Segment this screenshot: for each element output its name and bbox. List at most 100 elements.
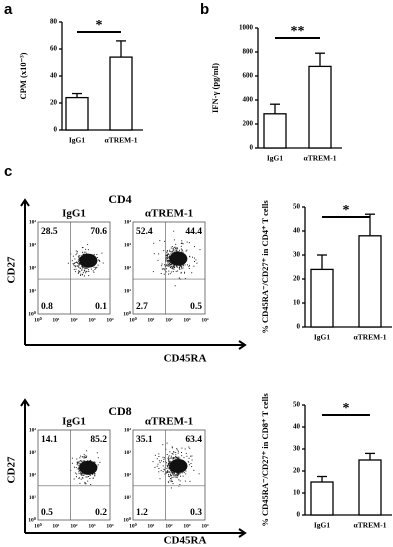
plot-frame [37, 221, 111, 315]
dot [85, 272, 87, 274]
dot [198, 473, 200, 475]
dot [84, 456, 86, 458]
dot [173, 451, 175, 453]
dot [178, 268, 180, 270]
dot [171, 479, 173, 481]
dot [181, 250, 183, 252]
dot [168, 463, 169, 465]
dot [89, 475, 91, 476]
dot [168, 460, 170, 462]
dot [78, 257, 80, 259]
dot [166, 250, 168, 251]
dot [75, 265, 77, 267]
dot [166, 251, 168, 253]
dot [174, 475, 176, 477]
dot [194, 261, 195, 262]
dot [83, 267, 85, 269]
dot [86, 455, 88, 457]
dot [188, 464, 190, 466]
plot-title: αTREM-1 [145, 416, 193, 428]
dot [78, 262, 80, 264]
dot [169, 251, 171, 253]
dot [81, 247, 83, 249]
dot [90, 268, 92, 270]
plot-title: IgG1 [62, 208, 86, 220]
dot [78, 477, 80, 479]
dot [76, 473, 78, 475]
dot [165, 265, 167, 267]
dot [175, 249, 177, 251]
quadrant-value: 52.4 [136, 227, 153, 237]
dot [181, 452, 182, 453]
dot [175, 248, 177, 250]
dot [157, 259, 159, 261]
dot [74, 266, 76, 268]
bar [263, 113, 287, 149]
x-tick-label: 10¹ [147, 317, 155, 323]
dot [79, 482, 81, 484]
dot [76, 252, 78, 254]
x-tick-label: αTREM-1 [354, 333, 387, 342]
dot [78, 270, 80, 272]
dot [86, 271, 88, 273]
dot [185, 470, 187, 472]
dot [194, 246, 195, 248]
y-axis-label: % CD45RA⁻/CD27⁺ in CD8⁺ T cells [260, 393, 270, 527]
x-tick-label: IgG1 [314, 333, 331, 342]
dot [84, 267, 86, 269]
dot [178, 277, 180, 279]
dot [164, 469, 165, 471]
x-tick-label: 10⁰ [34, 522, 43, 529]
plot-frame [37, 429, 111, 521]
dot [169, 468, 171, 470]
dot [176, 248, 178, 250]
dot [168, 473, 169, 475]
quadrant-value: 0.5 [190, 302, 202, 312]
dot [84, 483, 86, 485]
dot [73, 478, 75, 480]
dot [87, 480, 89, 482]
y-tick-label: 10² [124, 265, 132, 271]
y-tick-label: 400 [243, 96, 254, 104]
dot [79, 465, 81, 466]
y-tick-label: 10¹ [29, 288, 37, 294]
dot [87, 249, 89, 251]
dot [158, 468, 160, 469]
dot [81, 266, 83, 268]
dot [161, 460, 162, 462]
dot [81, 267, 83, 269]
dot [177, 450, 179, 452]
dot [175, 456, 177, 458]
dot [170, 264, 171, 265]
dot [165, 471, 167, 473]
dot [159, 240, 161, 242]
dot [80, 478, 82, 480]
dot [160, 470, 162, 472]
dot [170, 474, 172, 476]
dot [71, 462, 73, 464]
dot [173, 265, 175, 267]
dot [188, 268, 190, 269]
dot [176, 448, 178, 450]
dot [166, 258, 168, 260]
dot [76, 458, 78, 460]
dot [78, 263, 80, 265]
x-tick-label: αTREM-1 [105, 136, 138, 145]
dot [85, 251, 87, 253]
dot [168, 475, 169, 477]
dot [172, 457, 174, 458]
arrow-head [238, 528, 247, 538]
dot [153, 242, 155, 244]
dot [80, 255, 82, 257]
dot [87, 460, 89, 462]
dot [176, 449, 178, 451]
dot [75, 250, 77, 252]
dot [173, 457, 175, 459]
dot [191, 455, 193, 457]
dot [93, 266, 95, 268]
dot [185, 452, 187, 454]
dot [169, 451, 171, 453]
dot [178, 456, 180, 458]
dot [167, 255, 168, 256]
dot [172, 266, 174, 268]
